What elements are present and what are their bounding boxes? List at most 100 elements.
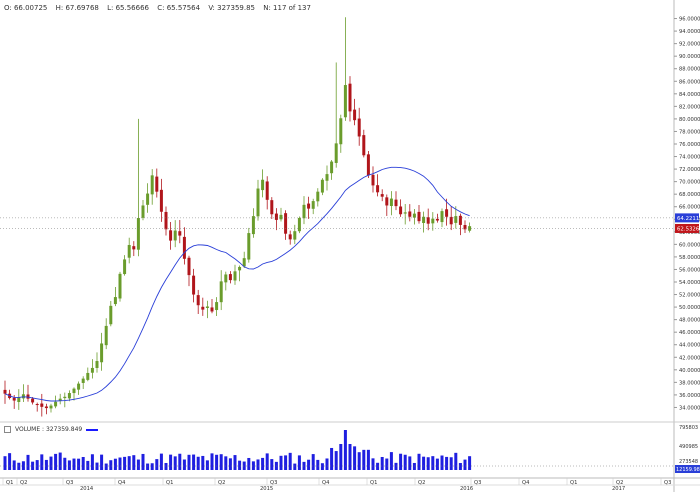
candle-body — [339, 118, 343, 145]
candle-body — [376, 185, 380, 193]
candle-body — [201, 306, 205, 310]
volume-bar — [215, 454, 219, 470]
volume-bar — [100, 454, 104, 470]
volume-axis-label: 273548 — [679, 459, 698, 465]
high-value: H: 67.69768 — [55, 4, 99, 12]
candle-body — [44, 406, 48, 409]
volume-bar — [316, 459, 320, 470]
volume-legend: VOLUME : 327359.849 — [4, 426, 99, 433]
volume-bar — [118, 457, 122, 470]
volume-bar — [403, 454, 407, 470]
candle-body — [86, 372, 90, 380]
volume-bar — [113, 458, 117, 470]
y-tick-label: 72.0000 — [679, 167, 700, 173]
candle-body — [113, 297, 117, 305]
quarter-label: Q3 — [270, 480, 277, 486]
candle-body — [196, 295, 200, 306]
volume-bar — [454, 452, 458, 470]
volume-bar — [371, 458, 375, 470]
candle-body — [123, 259, 127, 275]
volume-bar — [238, 460, 242, 470]
candle-body — [233, 271, 237, 281]
quarter-label: Q3 — [664, 480, 671, 486]
volume-bar — [279, 455, 283, 470]
volume-bar — [3, 456, 7, 470]
candle-body — [302, 204, 306, 219]
volume-bar — [380, 456, 384, 470]
volume-bar — [458, 463, 462, 470]
candle-body — [417, 211, 421, 222]
candle-body — [132, 246, 136, 250]
candle-body — [399, 206, 403, 215]
year-label: 2016 — [460, 486, 473, 492]
candle-body — [49, 405, 53, 409]
volume-bar — [353, 446, 357, 470]
candle-body — [334, 143, 338, 163]
volume-bar — [325, 458, 329, 470]
candle-body — [274, 213, 278, 220]
volume-bar — [196, 456, 200, 470]
low-value: L: 65.56666 — [107, 4, 149, 12]
candle-body — [256, 188, 260, 217]
volume-bar — [334, 451, 338, 470]
volume-bar — [146, 463, 150, 470]
volume-bar — [463, 459, 467, 470]
candle-body — [58, 398, 62, 401]
y-tick-label: 76.0000 — [679, 142, 700, 148]
candle-body — [412, 213, 416, 218]
volume-bar — [77, 458, 81, 470]
volume-bar — [90, 454, 94, 470]
y-tick-label: 88.0000 — [679, 67, 700, 73]
volume-bar — [399, 453, 403, 470]
volume-bar — [136, 459, 140, 470]
candle-body — [17, 397, 21, 403]
candle-body — [150, 175, 154, 195]
volume-axis-label: 490985 — [679, 444, 698, 450]
quarter-label: Q3 — [66, 480, 73, 486]
y-tick-label: 48.0000 — [679, 318, 700, 324]
candle-body — [35, 404, 39, 406]
volume-bar — [86, 460, 90, 470]
quarter-label: Q2 — [616, 480, 623, 486]
volume-bar — [169, 454, 173, 470]
candle-body — [380, 194, 384, 197]
candle-body — [435, 218, 439, 221]
y-tick-label: 56.0000 — [679, 267, 700, 273]
candle-body — [136, 218, 140, 250]
candle-body — [159, 189, 163, 212]
volume-bar — [12, 460, 16, 470]
candle-body — [426, 217, 430, 224]
candle-body — [445, 209, 449, 217]
volume-bar — [293, 463, 297, 470]
candle-body — [90, 367, 94, 373]
candle-body — [219, 281, 223, 303]
volume-bar — [49, 456, 53, 470]
volume-bar — [265, 453, 269, 470]
volume-bar — [357, 452, 361, 470]
candle-body — [279, 214, 283, 220]
y-tick-label: 80.0000 — [679, 117, 700, 123]
candle-body — [297, 218, 301, 232]
volume-bar — [17, 462, 21, 470]
candle-body — [187, 257, 191, 276]
candle-body — [224, 274, 228, 283]
quarter-label: Q1 — [6, 480, 13, 486]
ohlc-header: O: 66.00725 H: 67.69768 L: 65.56666 C: 6… — [4, 2, 317, 14]
volume-value: V: 327359.85 — [208, 4, 255, 12]
volume-bar — [339, 444, 343, 470]
y-tick-label: 36.0000 — [679, 393, 700, 399]
candle-body — [394, 199, 398, 207]
volume-bar — [307, 459, 311, 470]
candle-body — [173, 230, 177, 241]
candle-body — [311, 201, 315, 209]
candle-body — [348, 83, 352, 112]
volume-checkbox-icon[interactable] — [4, 426, 11, 433]
close-value: C: 65.57564 — [157, 4, 201, 12]
volume-tag-bg — [675, 465, 700, 473]
volume-bar — [40, 454, 44, 470]
candle-body — [403, 212, 407, 214]
candle-body — [408, 211, 412, 217]
last-price-tag-bg — [675, 223, 699, 233]
